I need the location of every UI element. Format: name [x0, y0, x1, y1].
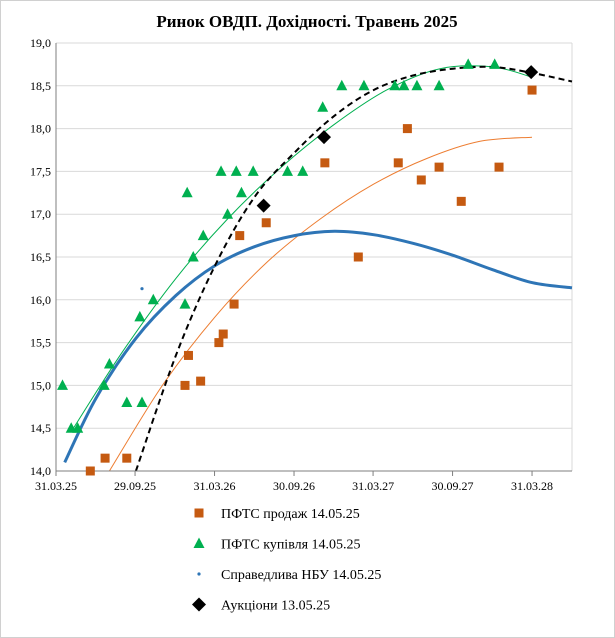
- legend-label: ПФТС продаж 14.05.25: [221, 507, 360, 522]
- y-tick-label: 18,0: [30, 122, 51, 136]
- point-triangle: [282, 165, 294, 176]
- data-marks: [57, 58, 539, 476]
- point-triangle: [187, 251, 199, 262]
- y-tick-label: 19,0: [30, 36, 51, 50]
- y-tick-label: 16,0: [30, 293, 51, 307]
- point-triangle: [179, 298, 191, 309]
- point-triangle: [247, 165, 259, 176]
- point-diamond: [316, 130, 331, 145]
- legend-marker-triangle: [193, 537, 205, 548]
- trendline-triangle: [72, 65, 533, 429]
- point-square: [416, 175, 426, 185]
- point-square: [180, 380, 190, 390]
- point-triangle: [235, 186, 247, 198]
- x-tick-label: 31.03.25: [35, 479, 77, 493]
- point-triangle: [103, 358, 115, 369]
- point-triangle: [462, 58, 474, 69]
- point-square: [183, 350, 193, 360]
- point-square: [494, 162, 504, 172]
- y-tick-label: 14,0: [30, 464, 51, 478]
- point-triangle: [389, 79, 401, 91]
- y-tick-label: 16,5: [30, 250, 51, 264]
- point-square: [353, 252, 363, 262]
- point-triangle: [336, 79, 348, 91]
- point-square: [393, 158, 403, 168]
- x-tick-label: 31.03.28: [511, 479, 553, 493]
- point-triangle: [57, 379, 69, 390]
- trendline-square: [108, 136, 533, 471]
- x-tick-label: 29.09.25: [114, 479, 156, 493]
- point-triangle: [136, 396, 148, 408]
- point-triangle: [134, 310, 146, 322]
- x-tick-label: 31.03.26: [194, 479, 236, 493]
- point-triangle: [398, 79, 410, 91]
- point-triangle: [297, 165, 309, 176]
- point-square: [320, 158, 330, 168]
- point-triangle: [222, 208, 234, 219]
- x-tick-label: 31.03.27: [352, 479, 394, 493]
- point-square: [402, 124, 412, 134]
- legend-item: Справедлива НБУ 14.05.25: [197, 568, 381, 583]
- point-diamond: [256, 198, 271, 213]
- x-tick-label: 30.09.27: [432, 479, 474, 493]
- point-square: [456, 196, 466, 206]
- y-tick-label: 17,0: [30, 207, 51, 221]
- legend: ПФТС продаж 14.05.25 ПФТС купівля 14.05.2…: [192, 507, 381, 614]
- point-square: [261, 218, 271, 228]
- point-triangle: [72, 422, 84, 433]
- chart-title: Ринок ОВДП. Дохідності. Травень 2025: [156, 12, 457, 31]
- legend-marker-square: [194, 508, 204, 518]
- legend-marker-dot: [197, 572, 201, 576]
- y-tick-label: 17,5: [30, 164, 51, 178]
- axes: 14,0 14,5 15,0 15,5 16,0 16,5 17,0 17,5 18,0 18,5…: [30, 36, 572, 493]
- y-tick-label: 14,5: [30, 421, 51, 435]
- trendlines: [63, 65, 573, 471]
- point-triangle: [98, 379, 110, 390]
- point-triangle: [181, 186, 193, 198]
- point-square: [434, 162, 444, 172]
- legend-item: ПФТС купівля 14.05.25: [193, 537, 361, 553]
- point-triangle: [197, 229, 209, 241]
- point-diamond: [524, 65, 539, 80]
- point-triangle: [317, 101, 329, 112]
- point-square: [218, 329, 228, 339]
- point-triangle: [411, 79, 423, 91]
- legend-item: Аукціони 13.05.25: [192, 597, 330, 614]
- point-triangle: [489, 58, 501, 69]
- point-triangle: [358, 79, 370, 91]
- trendline-diamond: [134, 65, 573, 471]
- point-square: [527, 85, 537, 95]
- x-tick-label: 30.09.26: [273, 479, 315, 493]
- point-triangle: [121, 396, 133, 408]
- point-triangle: [147, 293, 159, 305]
- legend-label: Аукціони 13.05.25: [221, 599, 330, 614]
- y-tick-label: 15,0: [30, 378, 51, 392]
- point-square: [214, 338, 224, 348]
- point-square: [122, 453, 132, 463]
- trendline-dot: [63, 229, 573, 464]
- point-square: [229, 299, 239, 309]
- point-triangle: [433, 79, 445, 91]
- y-tick-label: 18,5: [30, 79, 51, 93]
- point-triangle: [215, 165, 227, 176]
- point-square: [235, 231, 245, 241]
- point-square: [100, 453, 110, 463]
- point-dot: [140, 287, 144, 291]
- legend-marker-diamond: [192, 597, 206, 612]
- legend-item: ПФТС продаж 14.05.25: [194, 507, 360, 522]
- point-square: [85, 466, 95, 476]
- legend-label: Справедлива НБУ 14.05.25: [221, 568, 381, 583]
- legend-label: ПФТС купівля 14.05.25: [221, 538, 361, 553]
- y-tick-label: 15,5: [30, 336, 51, 350]
- point-triangle: [230, 165, 242, 176]
- point-square: [196, 376, 206, 386]
- gridlines: [56, 42, 573, 472]
